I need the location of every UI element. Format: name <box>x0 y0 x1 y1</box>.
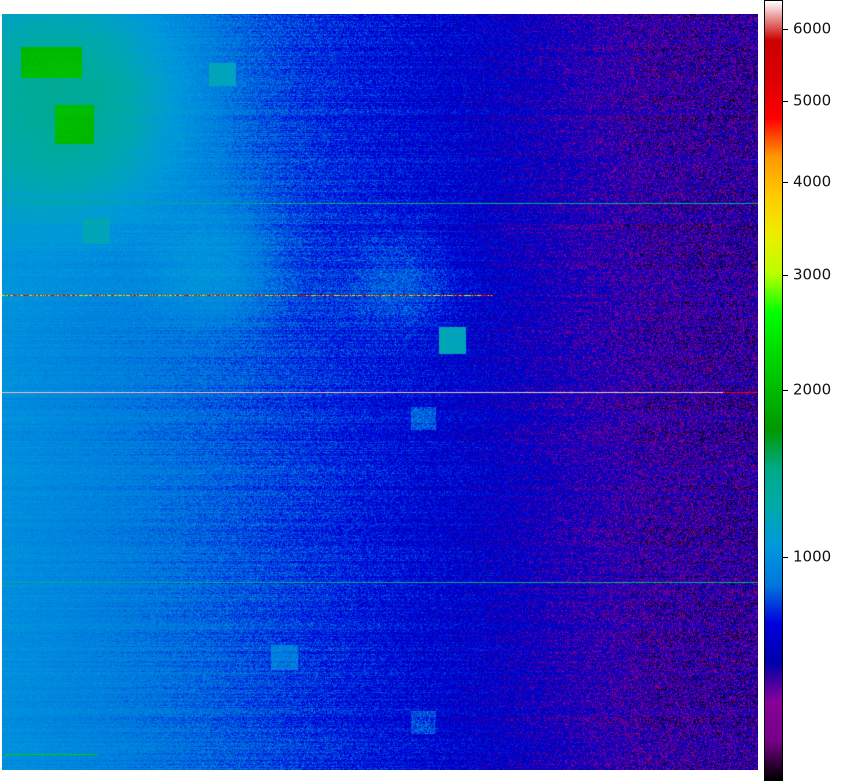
colorbar-tick-label: 3000 <box>793 265 832 284</box>
colorbar-tick-label: 5000 <box>793 91 832 110</box>
colorbar <box>764 0 783 781</box>
colorbar-tick-mark <box>783 556 788 558</box>
colorbar-tick-label: 1000 <box>793 547 832 566</box>
heatmap-image <box>2 14 758 770</box>
colorbar-tick-mark <box>783 389 788 391</box>
colorbar-tick-mark <box>783 181 788 183</box>
colorbar-tick-label: 6000 <box>793 19 832 38</box>
colorbar-tick-mark <box>783 29 788 31</box>
colorbar-tick-mark <box>783 274 788 276</box>
colorbar-tick-mark <box>783 101 788 103</box>
colorbar-tick-label: 4000 <box>793 172 832 191</box>
colorbar-tick-label: 2000 <box>793 380 832 398</box>
